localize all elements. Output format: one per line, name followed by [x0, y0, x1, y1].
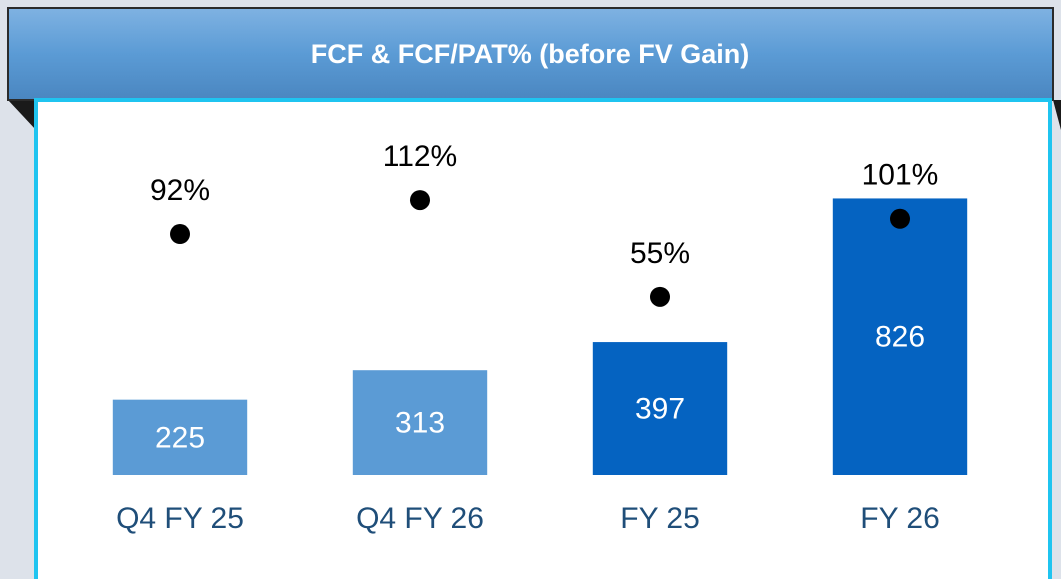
bar	[832, 198, 968, 475]
x-tick-label: FY 26	[860, 502, 940, 535]
bar-value-label: 225	[155, 421, 205, 454]
chart-title: FCF & FCF/PAT% (before FV Gain)	[311, 39, 750, 69]
ratio-dot	[650, 286, 670, 307]
banner-fold-left	[8, 100, 36, 130]
ratio-label: 55%	[630, 237, 690, 270]
bar	[352, 370, 488, 475]
bar-value-label: 826	[875, 321, 925, 354]
bar	[112, 399, 248, 475]
bar-value-label: 397	[635, 392, 685, 425]
ratio-label: 101%	[862, 159, 939, 192]
ratio-label: 112%	[383, 140, 458, 173]
x-tick-label: Q4 FY 26	[356, 502, 484, 535]
x-tick-label: Q4 FY 25	[116, 502, 244, 535]
ratio-label: 92%	[150, 174, 210, 207]
ratio-dot	[890, 208, 910, 229]
banner-fold-right	[1053, 100, 1061, 130]
x-tick-label: FY 25	[620, 502, 700, 535]
bar	[592, 342, 728, 475]
ratio-dot	[410, 190, 430, 211]
ratio-dot	[170, 224, 190, 245]
bar-value-label: 313	[395, 407, 445, 440]
title-banner	[7, 7, 1054, 101]
